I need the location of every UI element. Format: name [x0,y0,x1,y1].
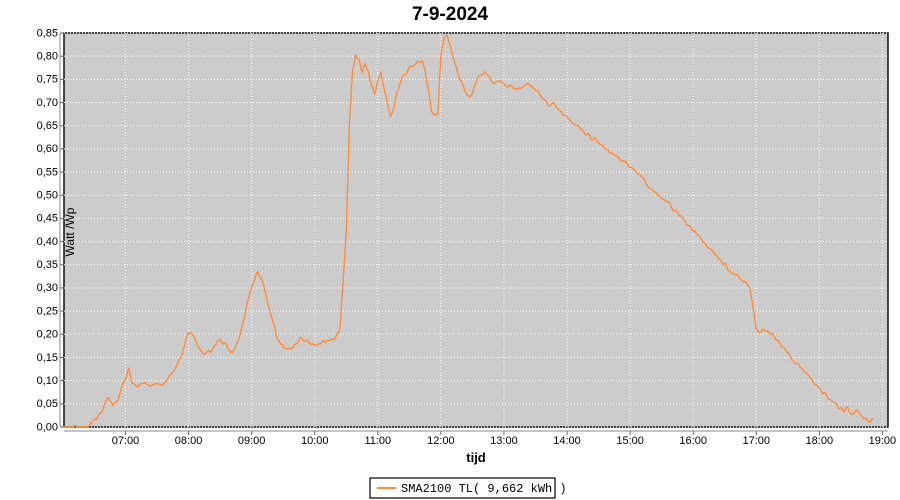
svg-text:0,45: 0,45 [37,213,58,225]
svg-text:tijd: tijd [466,450,486,465]
svg-text:0,20: 0,20 [37,329,58,341]
svg-text:14:00: 14:00 [553,435,581,447]
svg-text:0,75: 0,75 [37,74,58,86]
svg-text:0,85: 0,85 [37,27,58,39]
svg-text:0,25: 0,25 [37,305,58,317]
svg-text:0,00: 0,00 [37,421,58,433]
svg-text:0,10: 0,10 [37,375,58,387]
svg-text:16:00: 16:00 [679,435,707,447]
svg-text:0,35: 0,35 [37,259,58,271]
svg-text:0,15: 0,15 [37,352,58,364]
svg-text:18:00: 18:00 [806,435,834,447]
svg-text:19:00: 19:00 [869,435,897,447]
svg-text:10:00: 10:00 [301,435,329,447]
svg-text:0,80: 0,80 [37,50,58,62]
svg-text:0,55: 0,55 [37,166,58,178]
svg-text:13:00: 13:00 [490,435,518,447]
svg-text:11:00: 11:00 [364,435,391,447]
svg-text:0,65: 0,65 [37,120,58,132]
svg-text:15:00: 15:00 [616,435,644,447]
svg-text:Watt /Wp: Watt /Wp [63,207,77,256]
svg-text:0,60: 0,60 [37,143,58,155]
svg-text:7-9-2024: 7-9-2024 [412,4,488,25]
svg-text:17:00: 17:00 [742,435,770,447]
svg-text:0,05: 0,05 [37,398,58,410]
svg-text:0,50: 0,50 [37,190,58,202]
svg-text:07:00: 07:00 [112,435,140,447]
svg-text:0,30: 0,30 [37,282,58,294]
svg-text:0,70: 0,70 [37,97,58,109]
svg-text:08:00: 08:00 [175,435,203,447]
svg-text:SMA2100 TL( 9,662 kWh ): SMA2100 TL( 9,662 kWh ) [401,482,567,496]
svg-text:0,40: 0,40 [37,236,58,248]
svg-text:09:00: 09:00 [238,435,266,447]
svg-text:12:00: 12:00 [427,435,455,447]
